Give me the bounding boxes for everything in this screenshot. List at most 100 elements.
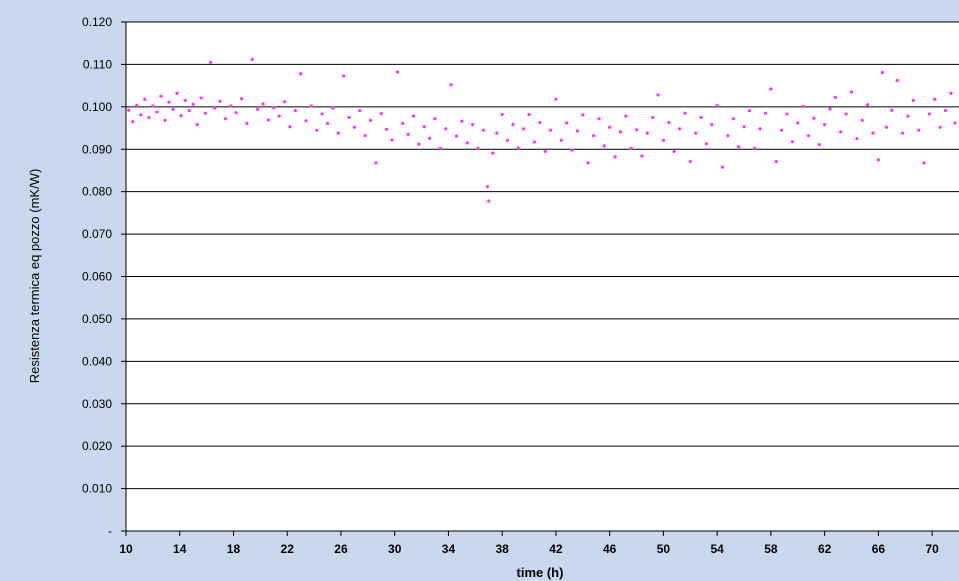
data-point — [828, 107, 832, 111]
data-point — [849, 90, 854, 94]
y-tick-label: - — [108, 524, 112, 538]
data-point — [629, 146, 633, 151]
data-point — [683, 111, 687, 115]
data-point — [444, 127, 448, 131]
y-tick-label: 0.110 — [83, 57, 112, 71]
data-point — [229, 104, 233, 108]
x-tick-label: 38 — [496, 542, 510, 556]
data-point — [245, 121, 249, 125]
data-point — [554, 97, 558, 101]
data-point — [485, 184, 490, 189]
data-point — [511, 123, 515, 127]
data-point — [143, 97, 147, 101]
data-point — [465, 141, 469, 145]
data-point — [476, 146, 480, 151]
data-point — [272, 106, 276, 110]
data-point — [209, 60, 213, 64]
data-point — [325, 121, 330, 125]
data-point — [234, 111, 238, 115]
data-point — [758, 127, 762, 131]
data-point — [880, 70, 885, 75]
x-tick-label: 10 — [119, 542, 133, 556]
data-point — [401, 121, 405, 125]
data-point — [715, 103, 719, 108]
data-point — [634, 128, 639, 132]
data-point — [532, 140, 537, 144]
data-point — [844, 112, 848, 116]
y-tick-label: 0.120 — [82, 15, 112, 29]
data-point — [449, 83, 453, 87]
data-point — [656, 93, 660, 97]
data-point — [780, 128, 784, 132]
y-tick-labels: - 0.010 0.020 0.030 0.040 0.050 0.060 0.070 0.08… — [82, 15, 126, 538]
data-point — [581, 113, 585, 117]
data-point — [527, 112, 531, 117]
data-point — [428, 136, 432, 140]
x-tick-label: 50 — [657, 542, 671, 556]
data-point — [266, 118, 271, 122]
data-point — [491, 151, 495, 155]
data-point — [591, 134, 596, 138]
data-point — [618, 130, 623, 134]
data-point — [602, 144, 606, 148]
data-point — [481, 128, 485, 132]
x-tick-label: 30 — [388, 542, 402, 556]
y-tick-label: 0.070 — [82, 227, 112, 241]
data-point — [487, 199, 491, 203]
data-point — [151, 104, 155, 108]
data-point — [139, 113, 143, 117]
y-tick-label: 0.080 — [82, 185, 112, 199]
data-point — [922, 161, 926, 165]
data-point — [155, 110, 159, 114]
data-point — [640, 154, 644, 158]
data-point — [667, 120, 671, 125]
data-point — [833, 95, 837, 100]
data-point — [147, 115, 151, 120]
data-point — [737, 145, 741, 149]
y-axis-title: Resistenza termica eq pozzo (mK/W) — [27, 169, 42, 384]
data-point — [187, 109, 191, 113]
data-point — [645, 131, 649, 135]
data-point — [884, 125, 889, 129]
data-point — [860, 118, 864, 123]
data-point — [933, 97, 937, 101]
data-point — [763, 111, 768, 115]
data-point — [677, 127, 682, 131]
data-point — [261, 102, 265, 106]
data-point — [790, 140, 795, 144]
data-point — [575, 129, 580, 133]
data-point — [454, 134, 459, 138]
x-tick-label: 46 — [603, 542, 617, 556]
data-point — [522, 127, 526, 131]
data-point — [949, 91, 953, 95]
data-point — [199, 96, 203, 100]
data-point — [417, 142, 421, 146]
data-point — [379, 112, 383, 116]
data-point — [839, 130, 843, 134]
data-point — [223, 117, 228, 121]
data-point — [203, 111, 207, 115]
data-point — [900, 131, 905, 135]
y-tick-label: 0.060 — [82, 270, 112, 284]
data-point — [460, 119, 464, 123]
data-point — [710, 123, 714, 127]
data-point — [895, 78, 899, 83]
data-point — [742, 125, 746, 129]
data-point — [422, 125, 426, 129]
data-point — [812, 116, 816, 120]
data-point — [171, 107, 175, 111]
data-point — [651, 115, 655, 120]
x-tick-label: 22 — [281, 542, 295, 556]
data-point — [731, 117, 735, 121]
data-point — [597, 117, 601, 121]
data-point — [866, 103, 870, 107]
data-point — [390, 138, 394, 142]
y-tick-label: 0.100 — [82, 100, 112, 114]
x-tick-label: 42 — [549, 542, 563, 556]
data-point — [785, 112, 789, 116]
data-point — [661, 138, 666, 142]
data-point — [801, 104, 805, 109]
data-point — [368, 118, 373, 123]
data-point — [358, 109, 362, 113]
